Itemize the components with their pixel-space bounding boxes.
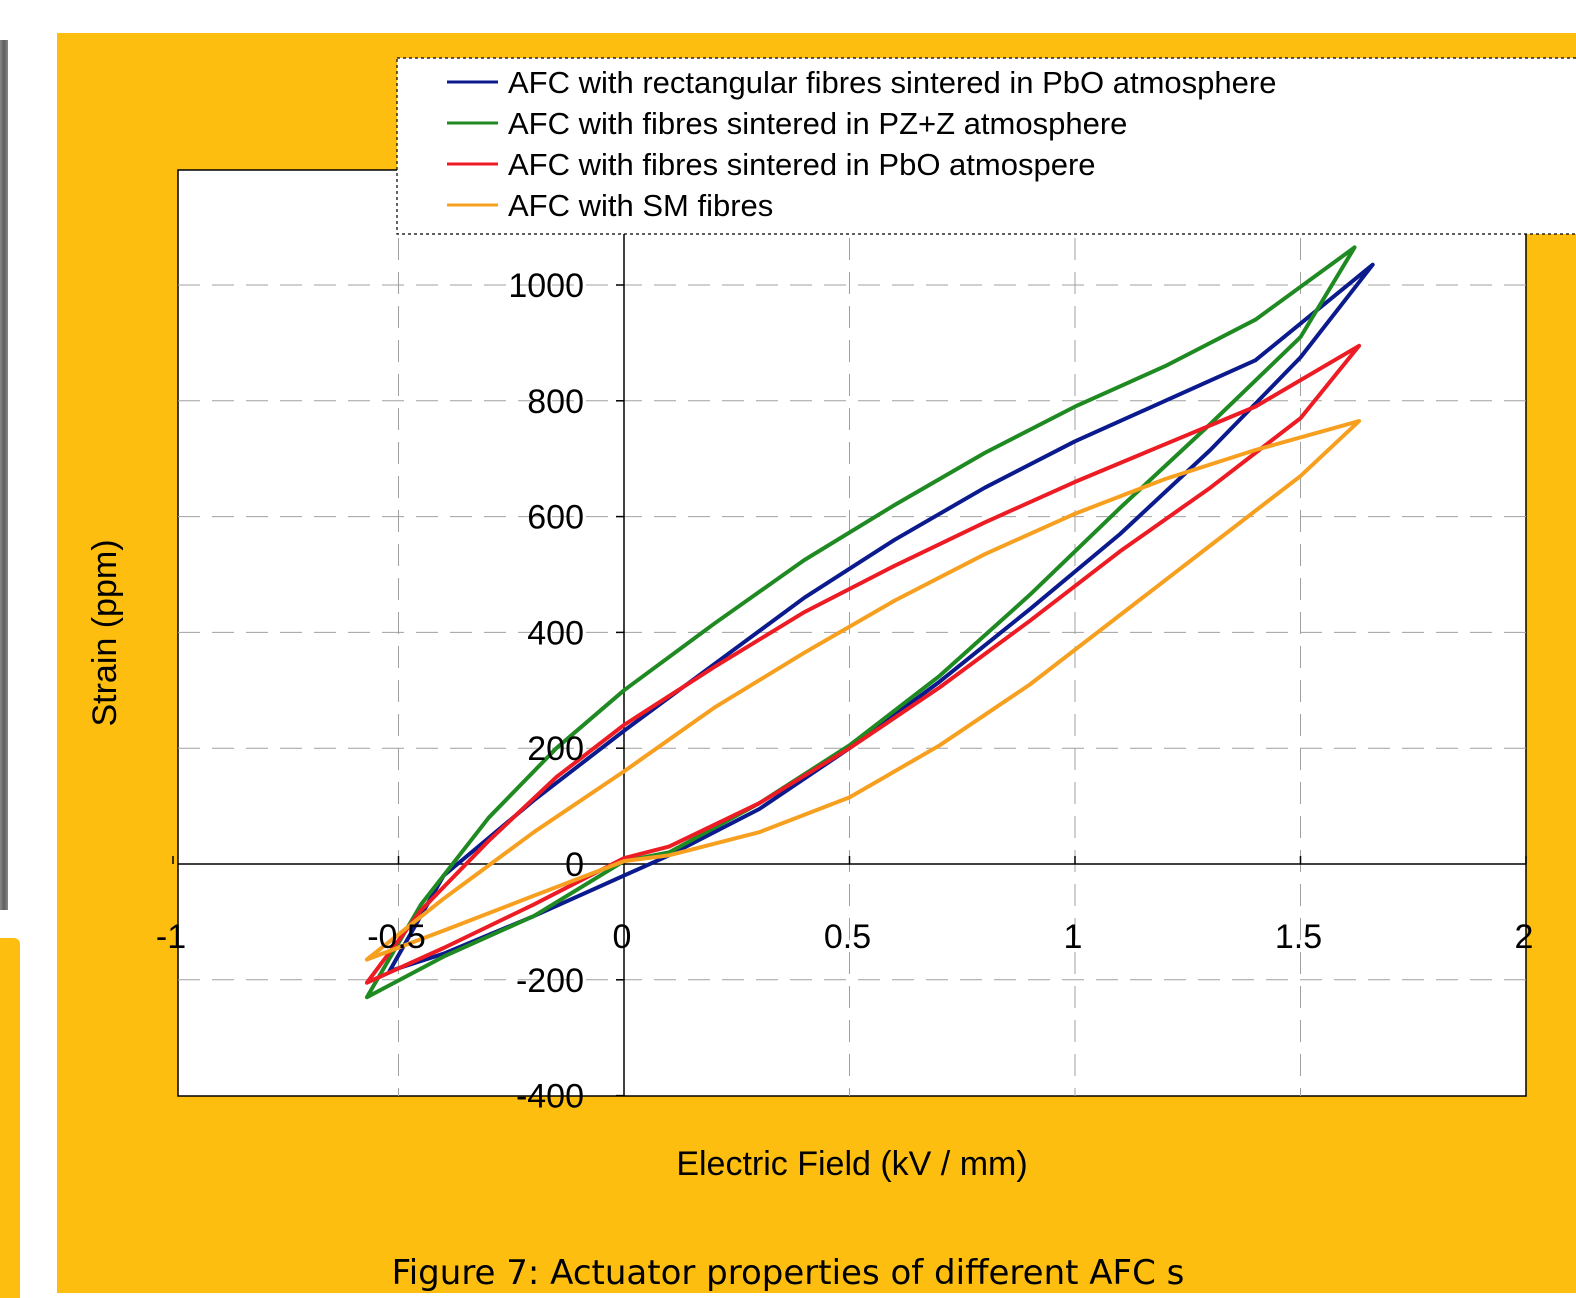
legend-box [396,57,1576,235]
series-lines [364,245,1375,1000]
legend: AFC with rectangular fibres sintered in … [396,57,1576,235]
y-tick-label-1: -200 [516,962,584,1000]
y-tick-label-3: 200 [527,730,584,768]
tick-labels: -1 -0.5 0 0.5 1 1.5 2 -400 -200 0 200 400 600 800 1000 [156,267,1534,1116]
y-axis-title: Strain (ppm) [86,539,124,726]
legend-label-3: AFC with fibres sintered in PbO atmosper… [508,147,1096,182]
x-tick-label-2: 0 [613,918,632,956]
x-axis-title: Electric Field (kV / mm) [676,1145,1027,1183]
figure-caption: Figure 7: Actuator properties of differe… [391,1253,1185,1293]
y-tick-label-7: 1000 [508,267,584,305]
legend-label-1: AFC with rectangular fibres sintered in … [508,65,1276,100]
x-tick-label-0: -1 [156,918,186,956]
x-tick-label-3: 0.5 [824,918,871,956]
grid [178,170,1526,1096]
y-tick-label-2: 0 [565,846,584,884]
y-tick-label-4: 400 [527,614,584,652]
x-tick-label-6: 2 [1515,918,1534,956]
legend-label-2: AFC with fibres sintered in PZ+Z atmosph… [508,106,1127,141]
y-tick-label-0: -400 [516,1078,584,1116]
legend-label-4: AFC with SM fibres [508,188,773,223]
y-tick-label-6: 800 [527,383,584,421]
x-tick-label-1: -0.5 [367,918,426,956]
left-gold-panel [0,938,20,1298]
series-line-3 [364,343,1362,985]
series-line-4 [364,419,1362,962]
series-line-2 [364,245,1357,1000]
left-edge-strip [0,40,8,910]
y-tick-label-5: 600 [527,499,584,537]
x-tick-label-5: 1.5 [1275,918,1322,956]
x-tick-label-4: 1 [1064,918,1083,956]
plot-area [177,169,1527,1097]
